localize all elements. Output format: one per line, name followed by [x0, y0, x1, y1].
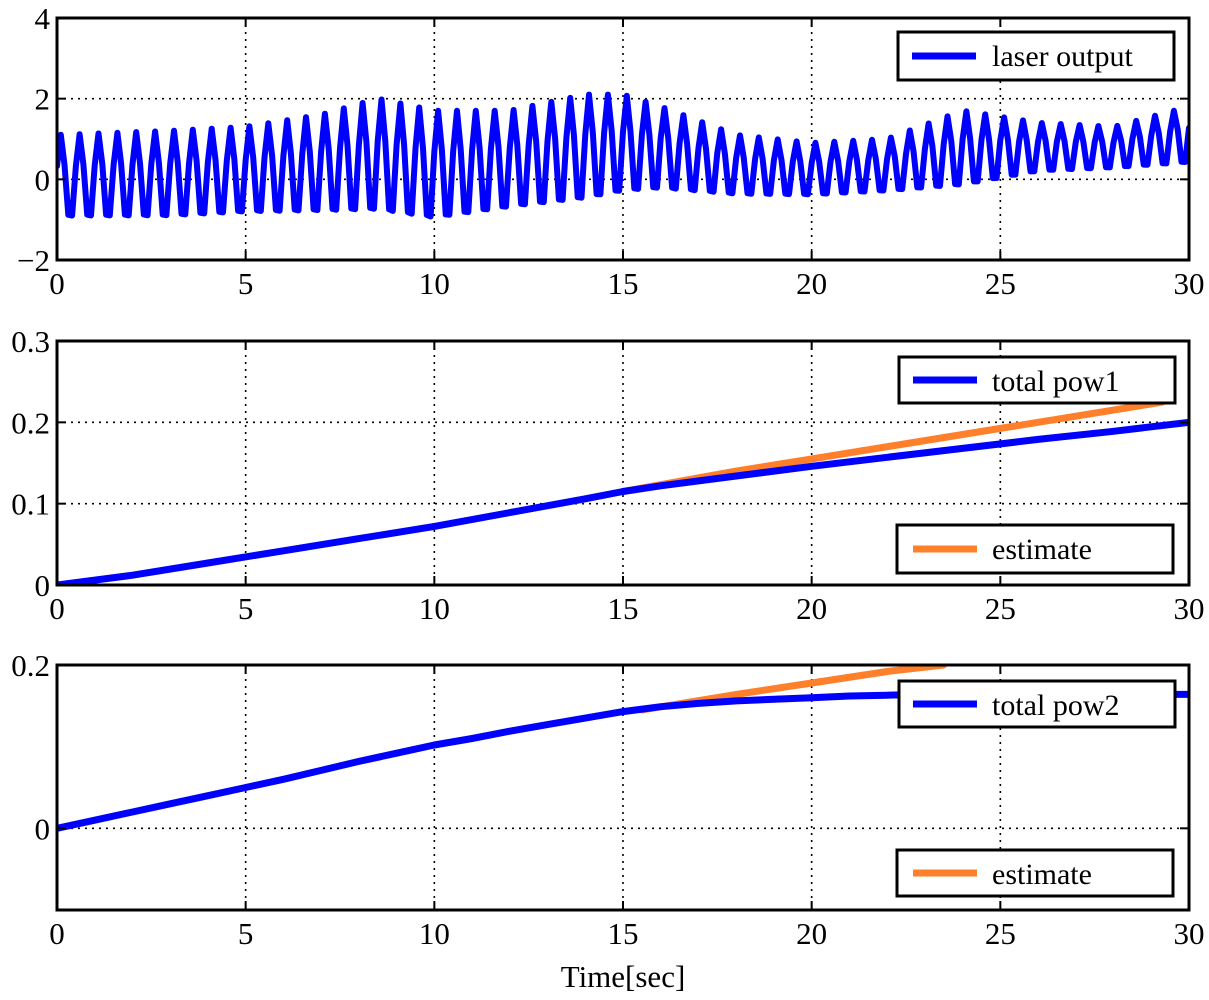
panel-2-ticks: 0 5 10 15 20 25 30 0 0.1 0.2 0.3	[11, 324, 1204, 626]
y-tick-label: 2	[35, 82, 51, 117]
y-tick-label: 0	[35, 811, 51, 846]
legend-label-laser-output: laser output	[992, 40, 1133, 73]
panel-1-legend: laser output	[896, 30, 1176, 82]
x-tick-label: 25	[985, 266, 1016, 301]
x-tick-label: 0	[49, 266, 65, 301]
x-tick-label: 0	[49, 591, 65, 626]
y-tick-label: 0.1	[11, 487, 50, 522]
x-tick-label: 15	[608, 266, 639, 301]
legend-label-estimate-1: estimate	[992, 533, 1092, 566]
x-tick-label: 20	[796, 916, 827, 951]
panel-2: 0 5 10 15 20 25 30 0 0.1 0.2 0.3 total pow1 estima…	[11, 324, 1204, 626]
series-line-laser-output	[57, 91, 1189, 220]
panel-3: 0 5 10 15 20 25 30 0 0.2 total pow2 estimate Tim…	[11, 648, 1204, 994]
x-tick-label: 15	[608, 916, 639, 951]
legend-label-total-pow2: total pow2	[992, 689, 1120, 722]
y-tick-label: 4	[35, 1, 51, 36]
x-tick-label: 5	[238, 591, 254, 626]
x-tick-label: 5	[238, 916, 254, 951]
panel-3-ticks: 0 5 10 15 20 25 30 0 0.2	[11, 648, 1204, 951]
legend-label-estimate-2: estimate	[992, 858, 1092, 891]
panel-1-series	[57, 91, 1189, 220]
x-axis-title: Time[sec]	[561, 959, 686, 994]
x-tick-label: 10	[419, 916, 450, 951]
panel-2-legend: total pow1 estimate	[895, 355, 1177, 575]
y-tick-label: 0	[35, 162, 51, 197]
x-tick-label: 20	[796, 591, 827, 626]
panel-3-legend: total pow2 estimate	[895, 679, 1177, 898]
series-line-estimate	[619, 398, 1167, 495]
x-tick-label: 0	[49, 916, 65, 951]
x-tick-label: 10	[419, 266, 450, 301]
x-tick-label: 15	[608, 591, 639, 626]
y-tick-label: 0.3	[11, 324, 50, 359]
y-tick-label: 0	[35, 568, 51, 603]
y-tick-label: 0.2	[11, 648, 50, 683]
y-tick-label: −2	[17, 243, 50, 278]
x-tick-label: 10	[419, 591, 450, 626]
series-line-total-pow1	[57, 418, 1189, 585]
y-tick-label: 0.2	[11, 405, 50, 440]
x-tick-label: 30	[1174, 266, 1205, 301]
panel-2-series	[57, 398, 1189, 585]
x-tick-label: 25	[985, 916, 1016, 951]
x-tick-label: 5	[238, 266, 254, 301]
x-tick-label: 20	[796, 266, 827, 301]
x-tick-label: 25	[985, 591, 1016, 626]
x-tick-label: 30	[1174, 591, 1205, 626]
legend-label-total-pow1: total pow1	[992, 365, 1120, 398]
x-tick-label: 30	[1174, 916, 1205, 951]
